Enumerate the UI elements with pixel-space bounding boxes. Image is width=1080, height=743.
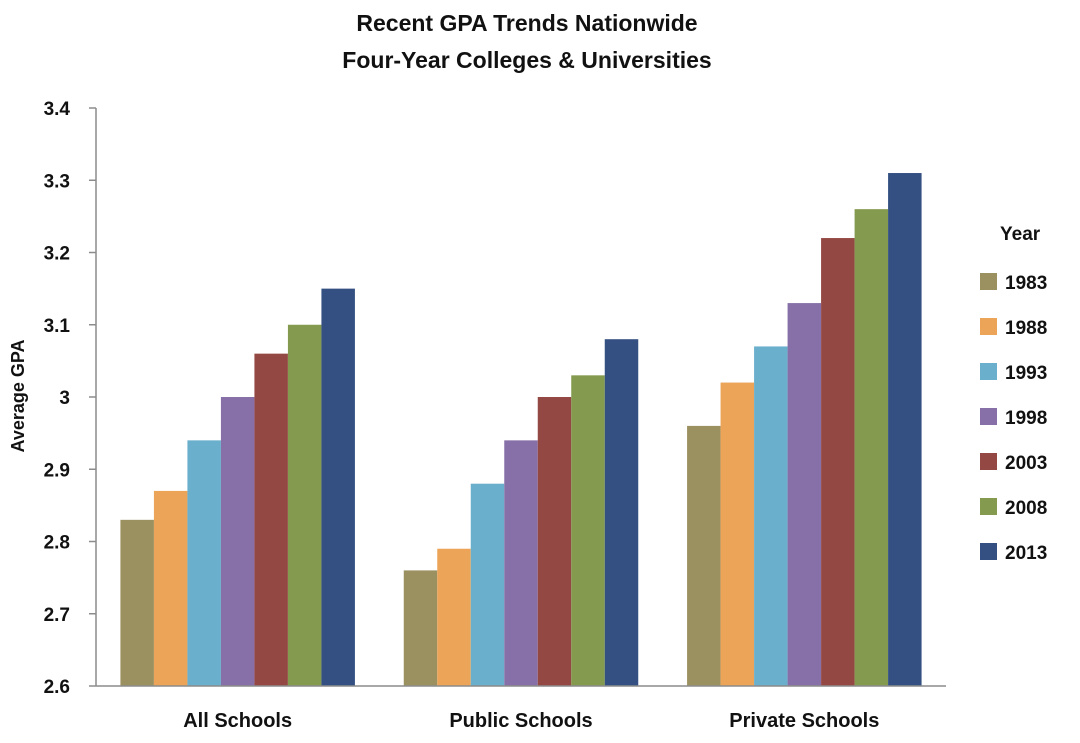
chart-subtitle: Four-Year Colleges & Universities — [342, 47, 711, 73]
bar-1983-private-schools — [687, 425, 721, 686]
bar-1983-all-schools — [120, 519, 154, 686]
x-category-label: Private Schools — [729, 710, 879, 732]
bar-1993-private-schools — [754, 346, 788, 686]
bar-1988-private-schools — [720, 382, 755, 686]
y-tick-label: 2.7 — [44, 605, 70, 626]
bar-2008-all-schools — [287, 324, 322, 686]
legend-label-1993: 1993 — [1005, 363, 1047, 384]
y-tick-label: 2.8 — [44, 533, 70, 554]
legend-label-2008: 2008 — [1005, 498, 1047, 519]
legend-swatch-2003 — [980, 453, 997, 470]
y-ticks: 2.6 2.7 2.8 2.9 3 3.1 3.2 3.3 3.4 — [44, 99, 96, 698]
legend-label-1988: 1988 — [1005, 318, 1047, 339]
x-category-label: Public Schools — [449, 710, 592, 732]
bar-1988-all-schools — [153, 490, 188, 686]
bar-2013-public-schools — [604, 339, 639, 686]
legend-swatch-1983 — [980, 273, 997, 290]
bar-2003-all-schools — [254, 353, 288, 686]
bar-2008-public-schools — [571, 375, 605, 686]
legend-swatch-1998 — [980, 408, 997, 425]
legend-swatch-1993 — [980, 363, 997, 380]
legend: Year 1983 1988 1993 1998 2003 2008 2013 — [980, 224, 1047, 564]
bar-2008-private-schools — [854, 209, 889, 686]
legend-swatch-1988 — [980, 318, 997, 335]
bar-1993-public-schools — [470, 483, 505, 686]
y-tick-label: 3 — [59, 388, 70, 409]
x-category-label: All Schools — [183, 710, 292, 732]
bar-1998-all-schools — [220, 397, 255, 686]
legend-swatch-2013 — [980, 543, 997, 560]
y-tick-label: 3.4 — [44, 99, 71, 120]
bar-1983-public-schools — [403, 570, 438, 686]
bars-layer — [120, 173, 922, 687]
bar-2013-all-schools — [321, 288, 355, 686]
y-tick-label: 3.3 — [44, 171, 70, 192]
legend-label-2003: 2003 — [1005, 453, 1047, 474]
bar-1998-private-schools — [787, 303, 822, 686]
bar-1988-public-schools — [437, 548, 471, 686]
legend-title: Year — [1000, 224, 1041, 245]
legend-label-1998: 1998 — [1005, 408, 1047, 429]
x-category-labels: All Schools Public Schools Private Schools — [183, 710, 879, 732]
chart-title: Recent GPA Trends Nationwide — [356, 10, 697, 36]
y-tick-label: 2.6 — [44, 677, 70, 698]
bar-1993-all-schools — [187, 440, 221, 686]
y-tick-label: 2.9 — [44, 460, 70, 481]
bar-2003-private-schools — [821, 238, 855, 687]
legend-label-1983: 1983 — [1005, 273, 1047, 294]
y-tick-label: 3.1 — [44, 316, 71, 337]
legend-label-2013: 2013 — [1005, 543, 1047, 564]
legend-swatch-2008 — [980, 498, 997, 515]
y-axis-label: Average GPA — [8, 339, 28, 452]
y-tick-label: 3.2 — [44, 244, 70, 265]
bar-2003-public-schools — [537, 397, 572, 686]
bar-1998-public-schools — [504, 440, 538, 686]
bar-2013-private-schools — [888, 173, 922, 686]
